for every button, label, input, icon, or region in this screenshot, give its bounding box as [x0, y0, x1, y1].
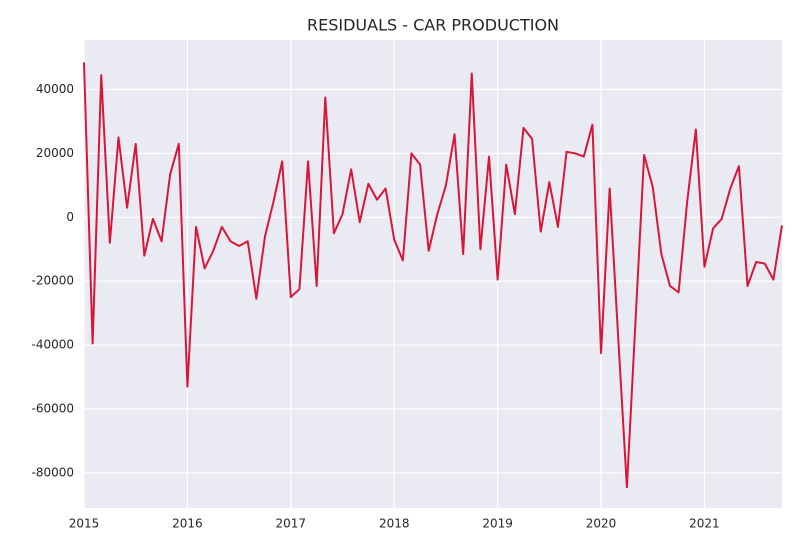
x-tick-label: 2018	[379, 517, 410, 531]
y-tick-label: -60000	[31, 401, 74, 415]
x-tick-label: 2016	[172, 517, 203, 531]
line	[83, 62, 783, 489]
plot-area	[84, 40, 782, 508]
x-tick-label: 2017	[276, 517, 307, 531]
x-tick-label: 2021	[689, 517, 720, 531]
y-tick-label: 0	[66, 210, 74, 224]
y-tick-label: -20000	[31, 274, 74, 288]
y-tick-label: 20000	[36, 146, 74, 160]
x-tick-label: 2020	[586, 517, 617, 531]
y-tick-label: 40000	[36, 82, 74, 96]
y-tick-label: -40000	[31, 338, 74, 352]
x-tick-label: 2015	[69, 517, 100, 531]
y-tick-label: -80000	[31, 465, 74, 479]
x-tick-label: 2019	[482, 517, 513, 531]
chart-title: RESIDUALS - CAR PRODUCTION	[307, 16, 559, 35]
